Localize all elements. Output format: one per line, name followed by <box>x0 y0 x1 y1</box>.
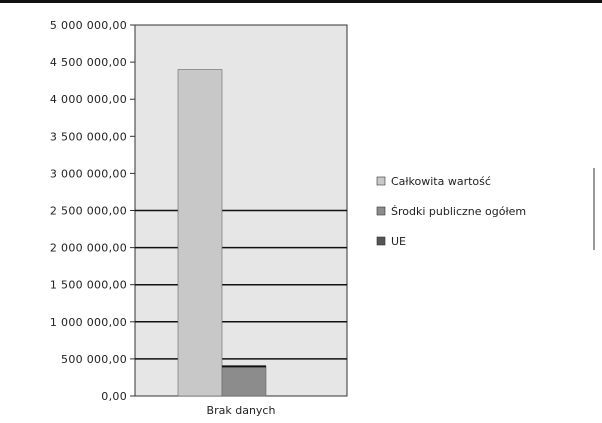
legend-swatch <box>376 236 386 246</box>
x-axis: Brak danych <box>207 404 276 417</box>
bar <box>177 69 223 397</box>
legend: Całkowita wartość Środki publiczne ogółem… <box>376 168 595 250</box>
y-tick-label: 2 500 000,00 <box>50 205 127 218</box>
legend-label: Całkowita wartość <box>391 175 491 188</box>
bar <box>221 366 267 397</box>
x-category-label: Brak danych <box>207 404 276 417</box>
y-tick-label: 2 000 000,00 <box>50 242 127 255</box>
y-tick-label: 5 000 000,00 <box>50 19 127 32</box>
y-tick-label: 4 500 000,00 <box>50 56 127 69</box>
bars <box>177 69 267 397</box>
top-rule <box>0 0 602 3</box>
y-tick-label: 1 000 000,00 <box>50 316 127 329</box>
legend-swatch <box>376 176 386 186</box>
y-tick-label: 4 000 000,00 <box>50 93 127 106</box>
y-axis: 0,00 500 000,00 1 000 000,00 1 500 000,00 2 … <box>50 19 135 403</box>
y-tick-label: 1 500 000,00 <box>50 279 127 292</box>
y-tick-label: 0,00 <box>101 390 127 403</box>
y-tick-label: 3 500 000,00 <box>50 130 127 143</box>
legend-label: Środki publiczne ogółem <box>391 205 526 218</box>
y-tick-label: 500 000,00 <box>61 353 127 366</box>
plot-area <box>134 24 348 397</box>
legend-swatch <box>376 206 386 216</box>
legend-label: UE <box>391 235 406 248</box>
y-tick-label: 3 000 000,00 <box>50 167 127 180</box>
